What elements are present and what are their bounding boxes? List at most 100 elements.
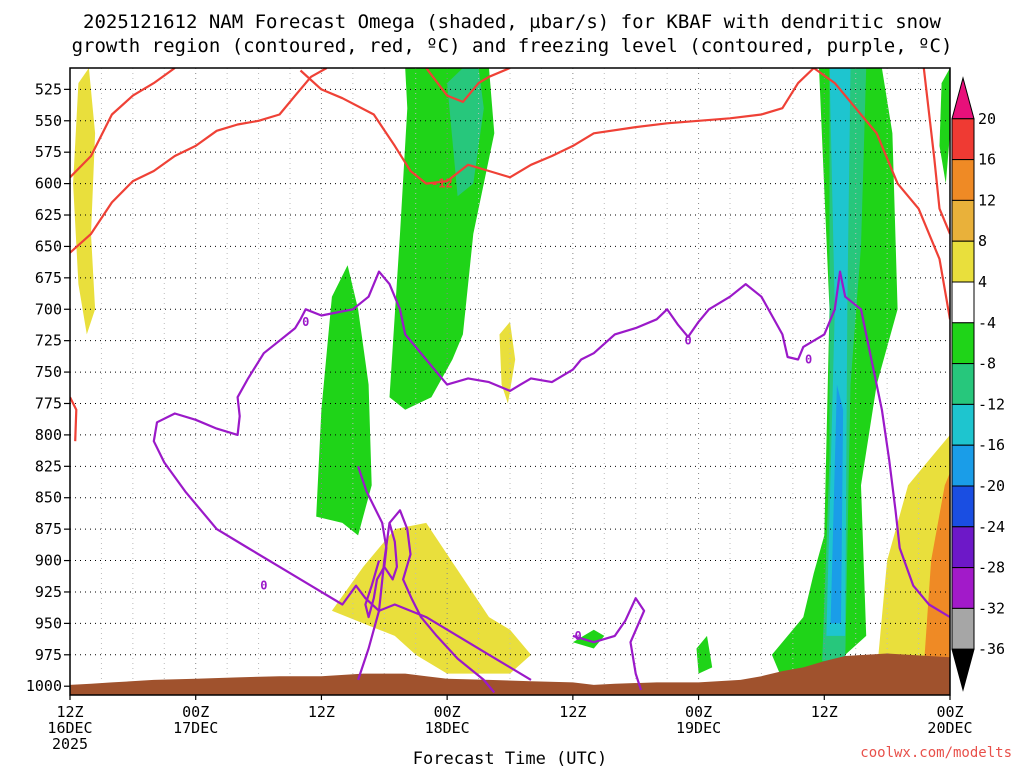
y-tick-label-975: 975 — [35, 646, 62, 664]
colorbar-label--32: -32 — [978, 599, 1005, 617]
colorbar-label-8: 8 — [978, 232, 987, 250]
dgz-mid-minus12 — [299, 68, 815, 185]
x-tick-label: 16DEC — [47, 719, 92, 737]
dgz-bottom-left-stub — [70, 396, 78, 442]
x-tick-label: 00Z — [182, 703, 209, 721]
chart-title-line-2: growth region (contoured, red, ºC) and f… — [72, 35, 953, 57]
colorbar-label--36: -36 — [978, 640, 1005, 658]
y-tick-label-625: 625 — [35, 206, 62, 224]
colorbar-label-20: 20 — [978, 110, 996, 128]
y-tick-label-575: 575 — [35, 143, 62, 161]
colorbar-label--4: -4 — [978, 314, 996, 332]
colorbar-swatch-9 — [951, 444, 975, 487]
freezing-level-0c — [152, 270, 950, 681]
colorbar-label-4: 4 — [978, 273, 987, 291]
colorbar-label-16: 16 — [978, 151, 996, 169]
omega-cyan-12z-19dec — [826, 68, 851, 636]
dgz-top-minus18 — [425, 68, 511, 103]
y-tick-label-700: 700 — [35, 300, 62, 318]
terrain-layer — [70, 653, 950, 695]
y-tick-label-875: 875 — [35, 520, 62, 538]
y-tick-label-550: 550 — [35, 112, 62, 130]
colorbar-swatch-5 — [951, 281, 975, 324]
colorbar-swatch-13 — [951, 607, 975, 650]
colorbar-swatch-8 — [951, 403, 975, 446]
freezing-contour-label: 0 — [805, 353, 812, 367]
omega-green-end — [939, 68, 950, 184]
colorbar-swatch-4 — [951, 240, 975, 283]
y-tick-label-600: 600 — [35, 175, 62, 193]
y-tick-label-525: 525 — [35, 80, 62, 98]
y-tick-label-825: 825 — [35, 457, 62, 475]
colorbar-bottom-arrow — [951, 648, 975, 692]
x-axis-label: Forecast Time (UTC) — [413, 749, 607, 768]
colorbar-label--12: -12 — [978, 395, 1005, 413]
y-axis-ticks: 525 550 575 600 625 650 675 700 725 750 775 800 825 8… — [26, 80, 70, 695]
y-tick-label-1000: 1000 — [26, 677, 62, 695]
colorbar-label--16: -16 — [978, 436, 1005, 454]
colorbar: 20 16 12 8 4 -4 -8 -12 -16 -20 -24 -28 -32 -36 — [951, 76, 1005, 692]
colorbar-swatch-12 — [951, 567, 975, 609]
y-tick-label-725: 725 — [35, 332, 62, 350]
x-tick-label: 00Z — [936, 703, 963, 721]
freezing-contour-label: 0 — [260, 579, 267, 593]
dgz-right-edge — [922, 68, 950, 235]
chart-title-line-1: 2025121612 NAM Forecast Omega (shaded, µ… — [83, 11, 941, 33]
x-tick-label: 2025 — [52, 735, 88, 753]
colorbar-swatch-7 — [951, 363, 975, 405]
colorbar-label--8: -8 — [978, 355, 996, 373]
freezing-loop-lower — [364, 560, 386, 619]
freezing-bottom-hook — [357, 522, 391, 681]
plot-frame — [69, 67, 951, 696]
colorbar-label-12: 12 — [978, 191, 996, 209]
x-tick-label: 00Z — [434, 703, 461, 721]
freezing-contour-label: 0 — [574, 629, 581, 643]
omega-yellow-dsgz — [331, 522, 531, 674]
y-tick-label-650: 650 — [35, 237, 62, 255]
colorbar-label--20: -20 — [978, 477, 1005, 495]
x-tick-label: 00Z — [685, 703, 712, 721]
y-tick-label-675: 675 — [35, 269, 62, 287]
omega-orange-core — [934, 560, 950, 636]
freezing-right-hook — [572, 597, 646, 691]
x-tick-label: 12Z — [559, 703, 586, 721]
omega-green-small-50h — [572, 629, 605, 649]
y-tick-label-850: 850 — [35, 489, 62, 507]
colorbar-label--24: -24 — [978, 518, 1005, 536]
dgz-upper-minus12 — [70, 68, 176, 179]
y-tick-label-925: 925 — [35, 583, 62, 601]
y-tick-label-900: 900 — [35, 552, 62, 570]
omega-blue-12z-19dec — [830, 384, 844, 624]
y-tick-label-800: 800 — [35, 426, 62, 444]
x-tick-label: 17DEC — [173, 719, 218, 737]
x-tick-label: 19DEC — [676, 719, 721, 737]
y-tick-label-775: 775 — [35, 394, 62, 412]
terrain-fill — [70, 653, 950, 695]
x-tick-label: 12Z — [811, 703, 838, 721]
x-tick-label: 20DEC — [927, 719, 972, 737]
x-tick-label: 12Z — [56, 703, 83, 721]
omega-yellow-speck — [499, 321, 516, 404]
freezing-contour-label: 0 — [684, 334, 691, 348]
grid-lines — [70, 68, 950, 695]
x-tick-label: 12Z — [308, 703, 335, 721]
omega-yellow-early — [73, 68, 96, 335]
colorbar-swatch-1 — [951, 118, 975, 161]
colorbar-swatch-3 — [951, 199, 975, 242]
y-tick-label-750: 750 — [35, 363, 62, 381]
dgz-lower-minus18 — [70, 68, 328, 254]
omega-green-small-60h — [696, 635, 713, 674]
colorbar-swatch-6 — [951, 322, 975, 365]
x-tick-label: 18DEC — [425, 719, 470, 737]
colorbar-top-arrow — [951, 76, 975, 120]
omega-shaded-regions — [73, 68, 950, 684]
freezing-contour-label: 0 — [302, 315, 309, 329]
y-tick-label-950: 950 — [35, 614, 62, 632]
colorbar-swatch-2 — [951, 159, 975, 201]
credit-text: coolwx.com/modelts — [860, 745, 1012, 761]
colorbar-label--28: -28 — [978, 559, 1005, 577]
